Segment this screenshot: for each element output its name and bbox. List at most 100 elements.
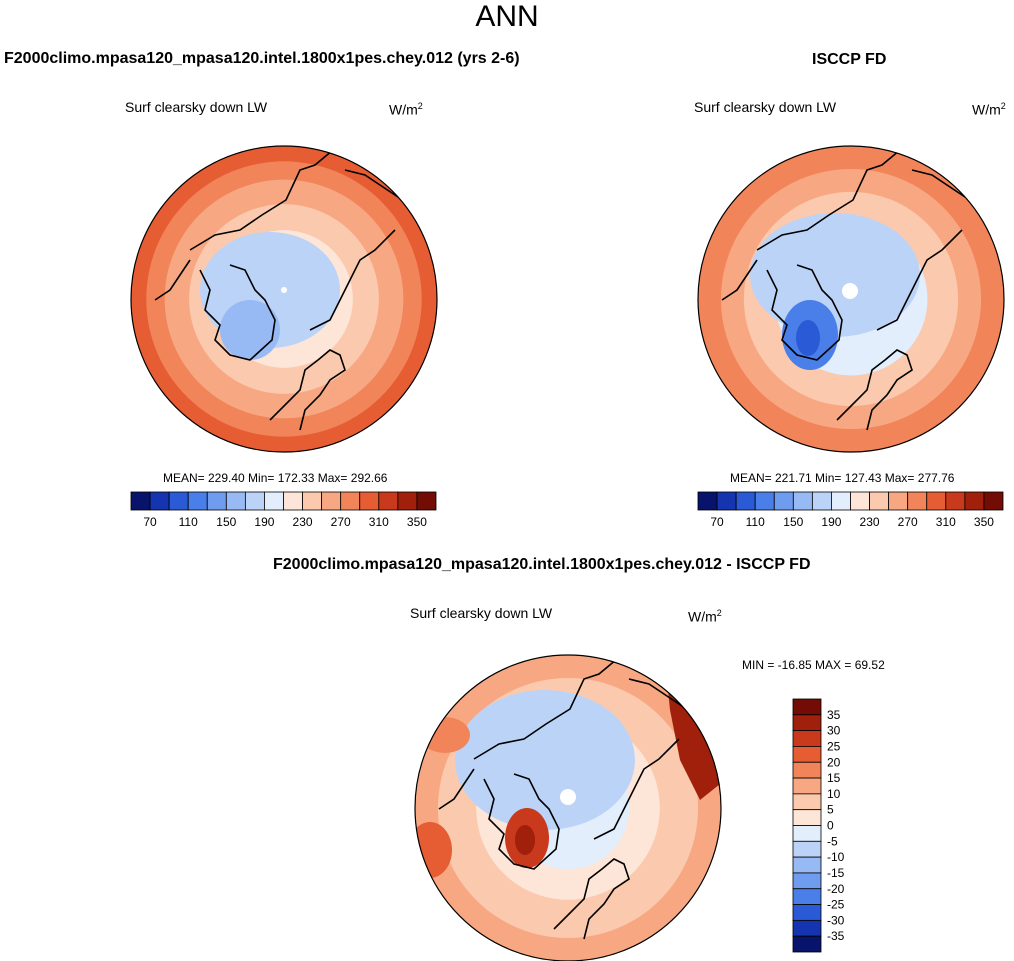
panel3-field-label: Surf clearsky down LW — [410, 605, 553, 621]
panel1-stats: MEAN= 229.40 Min= 172.33 Max= 292.66 — [163, 471, 388, 485]
panel3-units: W/m2 — [688, 608, 722, 625]
colorbar-tick-label: 230 — [293, 515, 313, 529]
colorbar-swatch — [225, 491, 246, 511]
map-diff — [415, 655, 721, 961]
colorbar-swatch — [416, 491, 437, 511]
map-obs-greenland-core — [796, 320, 820, 356]
colorbar-swatch — [359, 491, 380, 511]
colorbar-tick-label: -35 — [827, 929, 845, 943]
colorbar-swatch — [792, 904, 822, 921]
colorbar-tick-label: 110 — [179, 515, 198, 529]
map-model-border — [130, 145, 438, 453]
colorbar-swatch — [130, 491, 151, 511]
colorbar-swatch — [149, 491, 170, 511]
colorbar-tick-label: -15 — [827, 866, 845, 880]
colorbar-swatch — [792, 840, 822, 858]
colorbar-swatch — [321, 491, 342, 511]
colorbar-swatch — [773, 491, 794, 511]
colorbar-tick-label: -20 — [827, 882, 845, 896]
obs-title: ISCCP FD — [812, 51, 887, 68]
colorbar-swatch — [792, 793, 822, 811]
colorbar-swatch — [926, 491, 947, 511]
diff-title: F2000climo.mpasa120_mpasa120.intel.1800x… — [273, 556, 811, 573]
colorbar-tick-label: 70 — [143, 515, 157, 529]
colorbar-tick-label: 230 — [860, 515, 880, 529]
colorbar-tick-label: -30 — [827, 913, 845, 927]
map-obs-pole — [842, 283, 858, 299]
colorbar-swatch — [792, 777, 822, 795]
colorbar-swatch — [792, 761, 822, 779]
colorbar-swatch — [945, 491, 966, 511]
colorbar-swatch — [716, 491, 737, 511]
colorbar-swatch — [792, 888, 822, 905]
colorbar-swatch — [264, 491, 284, 511]
colorbar-tick-label: 310 — [369, 515, 389, 529]
colorbar-tick-label: 270 — [331, 515, 351, 529]
colorbar-swatch — [792, 825, 822, 842]
colorbar-swatch — [792, 746, 822, 763]
colorbar-tick-label: -5 — [827, 834, 838, 848]
page-title: ANN — [475, 0, 539, 33]
colorbar-swatch — [869, 491, 890, 511]
panel1-units: W/m2 — [389, 101, 423, 118]
case-title: F2000climo.mpasa120_mpasa120.intel.1800x… — [4, 50, 520, 67]
colorbar-swatch — [244, 491, 265, 511]
colorbar-swatch — [792, 856, 822, 874]
colorbar-swatch — [283, 491, 303, 511]
colorbar-obs: 70 110 150 190 230 270 310 350 — [697, 491, 1004, 529]
colorbar-tick-label: 150 — [783, 515, 803, 529]
colorbar-swatch — [754, 491, 775, 511]
map-obs — [698, 146, 1004, 452]
map-diff-west-max — [415, 822, 452, 878]
panel2-stats: MEAN= 221.71 Min= 127.43 Max= 277.76 — [730, 471, 955, 485]
colorbar-swatch — [792, 730, 822, 747]
colorbar-tick-label: 0 — [827, 819, 834, 833]
colorbar-swatch — [697, 491, 718, 511]
colorbar-tick-label: 30 — [827, 724, 841, 738]
colorbar-tick-label: 190 — [254, 515, 274, 529]
map-diff-greenland-core — [515, 825, 535, 855]
colorbar-swatch — [206, 491, 227, 511]
colorbar-swatch — [378, 491, 399, 511]
colorbar-tick-label: -25 — [827, 898, 845, 912]
panel2-field-label: Surf clearsky down LW — [694, 99, 837, 115]
map-obs-blob — [750, 213, 920, 337]
map-model-greenland — [220, 300, 280, 360]
colorbar-swatch — [811, 491, 832, 511]
map-obs-border — [697, 145, 1005, 453]
colorbar-tick-label: 350 — [407, 515, 427, 529]
map-model-coastlines — [154, 149, 411, 431]
colorbar-swatch — [792, 698, 822, 716]
map-model — [131, 146, 437, 452]
colorbar-swatch — [340, 491, 361, 511]
map-diff-pole — [560, 789, 576, 805]
colorbar-tick-label: 150 — [216, 515, 236, 529]
colorbar-tick-label: -10 — [827, 850, 845, 864]
colorbar-swatch — [792, 809, 822, 826]
colorbar-swatch — [168, 491, 189, 511]
colorbar-tick-label: 10 — [827, 787, 841, 801]
colorbar-swatch — [964, 491, 985, 511]
colorbar-tick-label: 70 — [710, 515, 724, 529]
colorbar-swatch — [792, 491, 813, 511]
colorbar-swatch — [850, 491, 870, 511]
colorbar-tick-label: 110 — [746, 515, 765, 529]
map-obs-coastlines — [721, 149, 978, 431]
colorbar-swatch — [792, 935, 822, 953]
map-diff-coastlines — [438, 658, 695, 940]
colorbar-swatch — [397, 491, 418, 511]
colorbar-swatch — [792, 872, 822, 890]
panel1-field-label: Surf clearsky down LW — [125, 99, 268, 115]
map-diff-border — [414, 654, 722, 961]
panel2-units: W/m2 — [972, 101, 1006, 118]
colorbar-swatch — [302, 491, 323, 511]
colorbar-swatch — [735, 491, 756, 511]
map-diff-blob — [455, 690, 635, 830]
colorbar-swatch — [792, 919, 822, 937]
colorbar-tick-label: 270 — [898, 515, 918, 529]
colorbar-swatch — [831, 491, 851, 511]
map-model-pole — [281, 287, 287, 293]
colorbar-tick-label: 20 — [827, 755, 841, 769]
